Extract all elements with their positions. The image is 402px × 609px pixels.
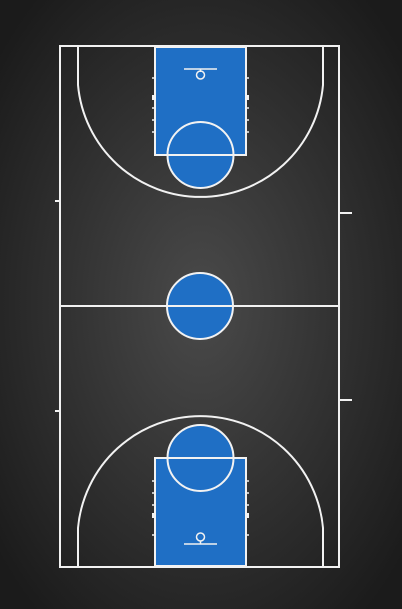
bottom-lane-marks xyxy=(152,480,249,536)
bottom-lane-block xyxy=(246,513,249,518)
bottom-lane-block xyxy=(152,513,155,518)
top-lane-marks xyxy=(152,77,249,133)
bottom-rim xyxy=(195,532,206,542)
top-rim xyxy=(195,70,206,80)
top-lane-block xyxy=(246,95,249,100)
bottom-three-point-line xyxy=(77,415,324,566)
top-lane-block xyxy=(152,95,155,100)
top-three-point-line xyxy=(77,47,324,198)
